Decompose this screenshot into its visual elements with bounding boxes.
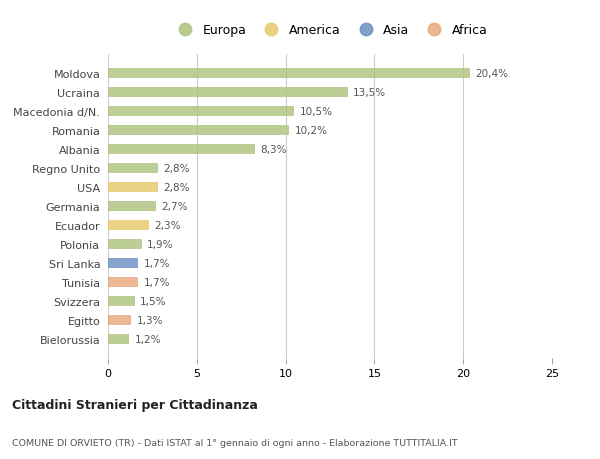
Text: 8,3%: 8,3% — [261, 145, 287, 155]
Text: 10,5%: 10,5% — [300, 107, 333, 117]
Text: 13,5%: 13,5% — [353, 88, 386, 98]
Bar — [108, 106, 295, 117]
Bar — [108, 182, 158, 193]
Bar — [108, 315, 131, 325]
Legend: Europa, America, Asia, Africa: Europa, America, Asia, Africa — [170, 22, 490, 40]
Text: 2,8%: 2,8% — [163, 183, 190, 193]
Text: Cittadini Stranieri per Cittadinanza: Cittadini Stranieri per Cittadinanza — [12, 398, 258, 412]
Bar — [108, 88, 348, 98]
Bar — [108, 145, 256, 155]
Text: 1,5%: 1,5% — [140, 296, 166, 306]
Bar — [108, 126, 289, 136]
Bar — [108, 163, 158, 174]
Bar — [108, 334, 130, 344]
Bar — [108, 258, 138, 269]
Text: 1,7%: 1,7% — [143, 277, 170, 287]
Text: 1,7%: 1,7% — [143, 258, 170, 269]
Text: 2,7%: 2,7% — [161, 202, 188, 212]
Text: 1,9%: 1,9% — [147, 240, 173, 249]
Text: 10,2%: 10,2% — [295, 126, 328, 136]
Bar — [108, 296, 134, 307]
Text: 2,8%: 2,8% — [163, 164, 190, 174]
Text: 2,3%: 2,3% — [154, 220, 181, 230]
Text: 1,2%: 1,2% — [134, 334, 161, 344]
Bar — [108, 69, 470, 79]
Text: COMUNE DI ORVIETO (TR) - Dati ISTAT al 1° gennaio di ogni anno - Elaborazione TU: COMUNE DI ORVIETO (TR) - Dati ISTAT al 1… — [12, 438, 458, 447]
Text: 20,4%: 20,4% — [476, 69, 509, 79]
Bar — [108, 220, 149, 231]
Bar — [108, 239, 142, 250]
Text: 1,3%: 1,3% — [136, 315, 163, 325]
Bar — [108, 202, 156, 212]
Bar — [108, 277, 138, 287]
